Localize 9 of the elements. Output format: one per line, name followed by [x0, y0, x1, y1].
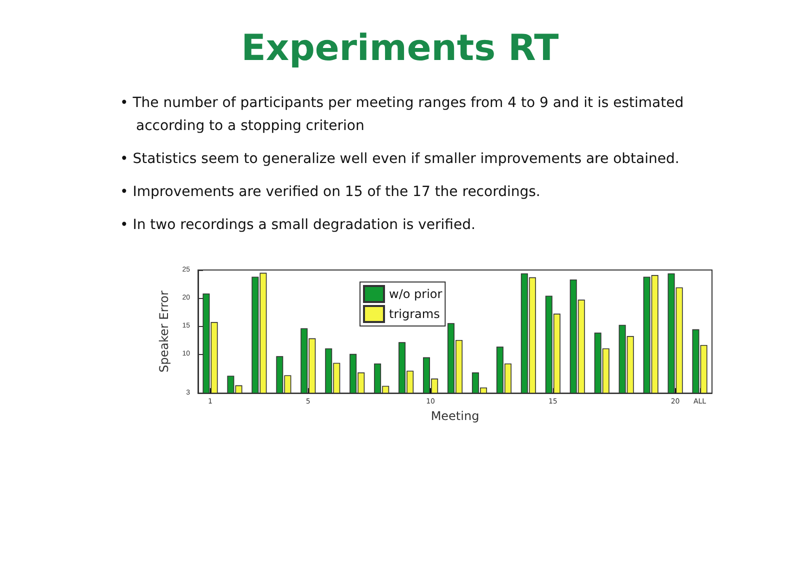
text: • Statistics seem to generalize well even if smaller improvements are obtained. [120, 150, 680, 169]
y-axis-title: Speaker Error [157, 290, 171, 372]
text: • The number of participants per meeting ranges from 4 to 9 and it is estimated according to a stopping criterion [120, 94, 685, 136]
text: • In two recordings a small degradation is verified. [120, 216, 476, 235]
text: • Improvements are verified on 15 of the 17 the recordings. [120, 183, 542, 202]
chart-title: Experiments RT [240, 28, 560, 69]
legend-label: trigrams [389, 307, 440, 321]
legend-label: w/o prior [389, 287, 442, 301]
x-axis-title: Meeting [430, 409, 480, 423]
